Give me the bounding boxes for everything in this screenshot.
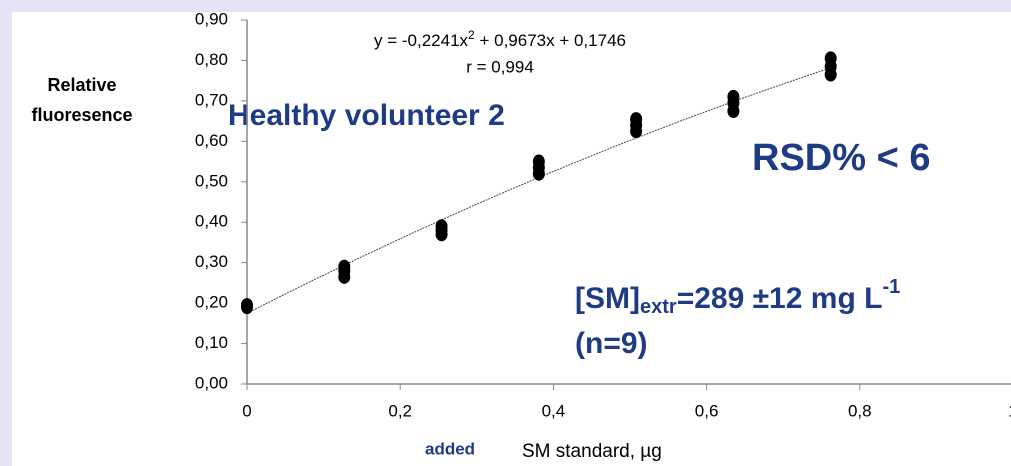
x-tick-label: 0,4	[542, 401, 566, 420]
y-tick-label: 0,60	[195, 131, 228, 150]
data-point	[824, 51, 837, 66]
y-tick-label: 0,30	[195, 252, 228, 271]
x-tick-label: 1	[1008, 401, 1011, 420]
y-tick-label: 0,00	[195, 373, 228, 392]
x-tick-label: 0,6	[695, 401, 719, 420]
data-point	[435, 219, 448, 234]
annotation-part: =289 ±12 mg L	[677, 282, 883, 315]
y-tick-label: 0,10	[195, 333, 228, 352]
x-tick-label: 0,8	[848, 401, 872, 420]
y-axis-label: Relative	[47, 75, 116, 95]
data-point	[338, 259, 351, 274]
x-axis-label-prefix: added	[425, 439, 475, 458]
y-tick-label: 0,90	[195, 9, 228, 28]
data-point	[630, 112, 643, 127]
data-point	[727, 89, 740, 104]
data-point	[532, 154, 545, 169]
annotation: Healthy volunteer 2	[228, 99, 505, 132]
y-axis-label: fluoresence	[31, 105, 132, 125]
annotation: (n=9)	[575, 327, 648, 360]
annotation: RSD% < 6	[752, 137, 930, 179]
x-axis-label: SM standard, µg	[522, 441, 662, 462]
equation: y = -0,2241x2 + 0,9673x + 0,1746	[374, 28, 626, 50]
equation-exponent: 2	[468, 28, 475, 42]
annotation-superscript: -1	[882, 276, 900, 298]
r-value: r = 0,994	[466, 57, 534, 76]
y-tick-label: 0,70	[195, 90, 228, 109]
y-tick-label: 0,40	[195, 212, 228, 231]
y-tick-label: 0,50	[195, 171, 228, 190]
x-tick-label: 0,2	[388, 401, 412, 420]
plot-background	[12, 12, 1011, 466]
x-tick-label: 0	[242, 401, 251, 420]
annotation: [SM]extr=289 ±12 mg L-1	[575, 276, 900, 318]
annotation-part: [SM]	[575, 282, 640, 315]
data-point	[241, 298, 253, 313]
y-tick-label: 0,20	[195, 293, 228, 312]
equation-part: y = -0,2241x	[374, 31, 469, 50]
equation-part: + 0,9673x + 0,1746	[475, 31, 626, 50]
annotation-subscript: extr	[640, 296, 677, 318]
y-tick-label: 0,80	[195, 50, 228, 69]
